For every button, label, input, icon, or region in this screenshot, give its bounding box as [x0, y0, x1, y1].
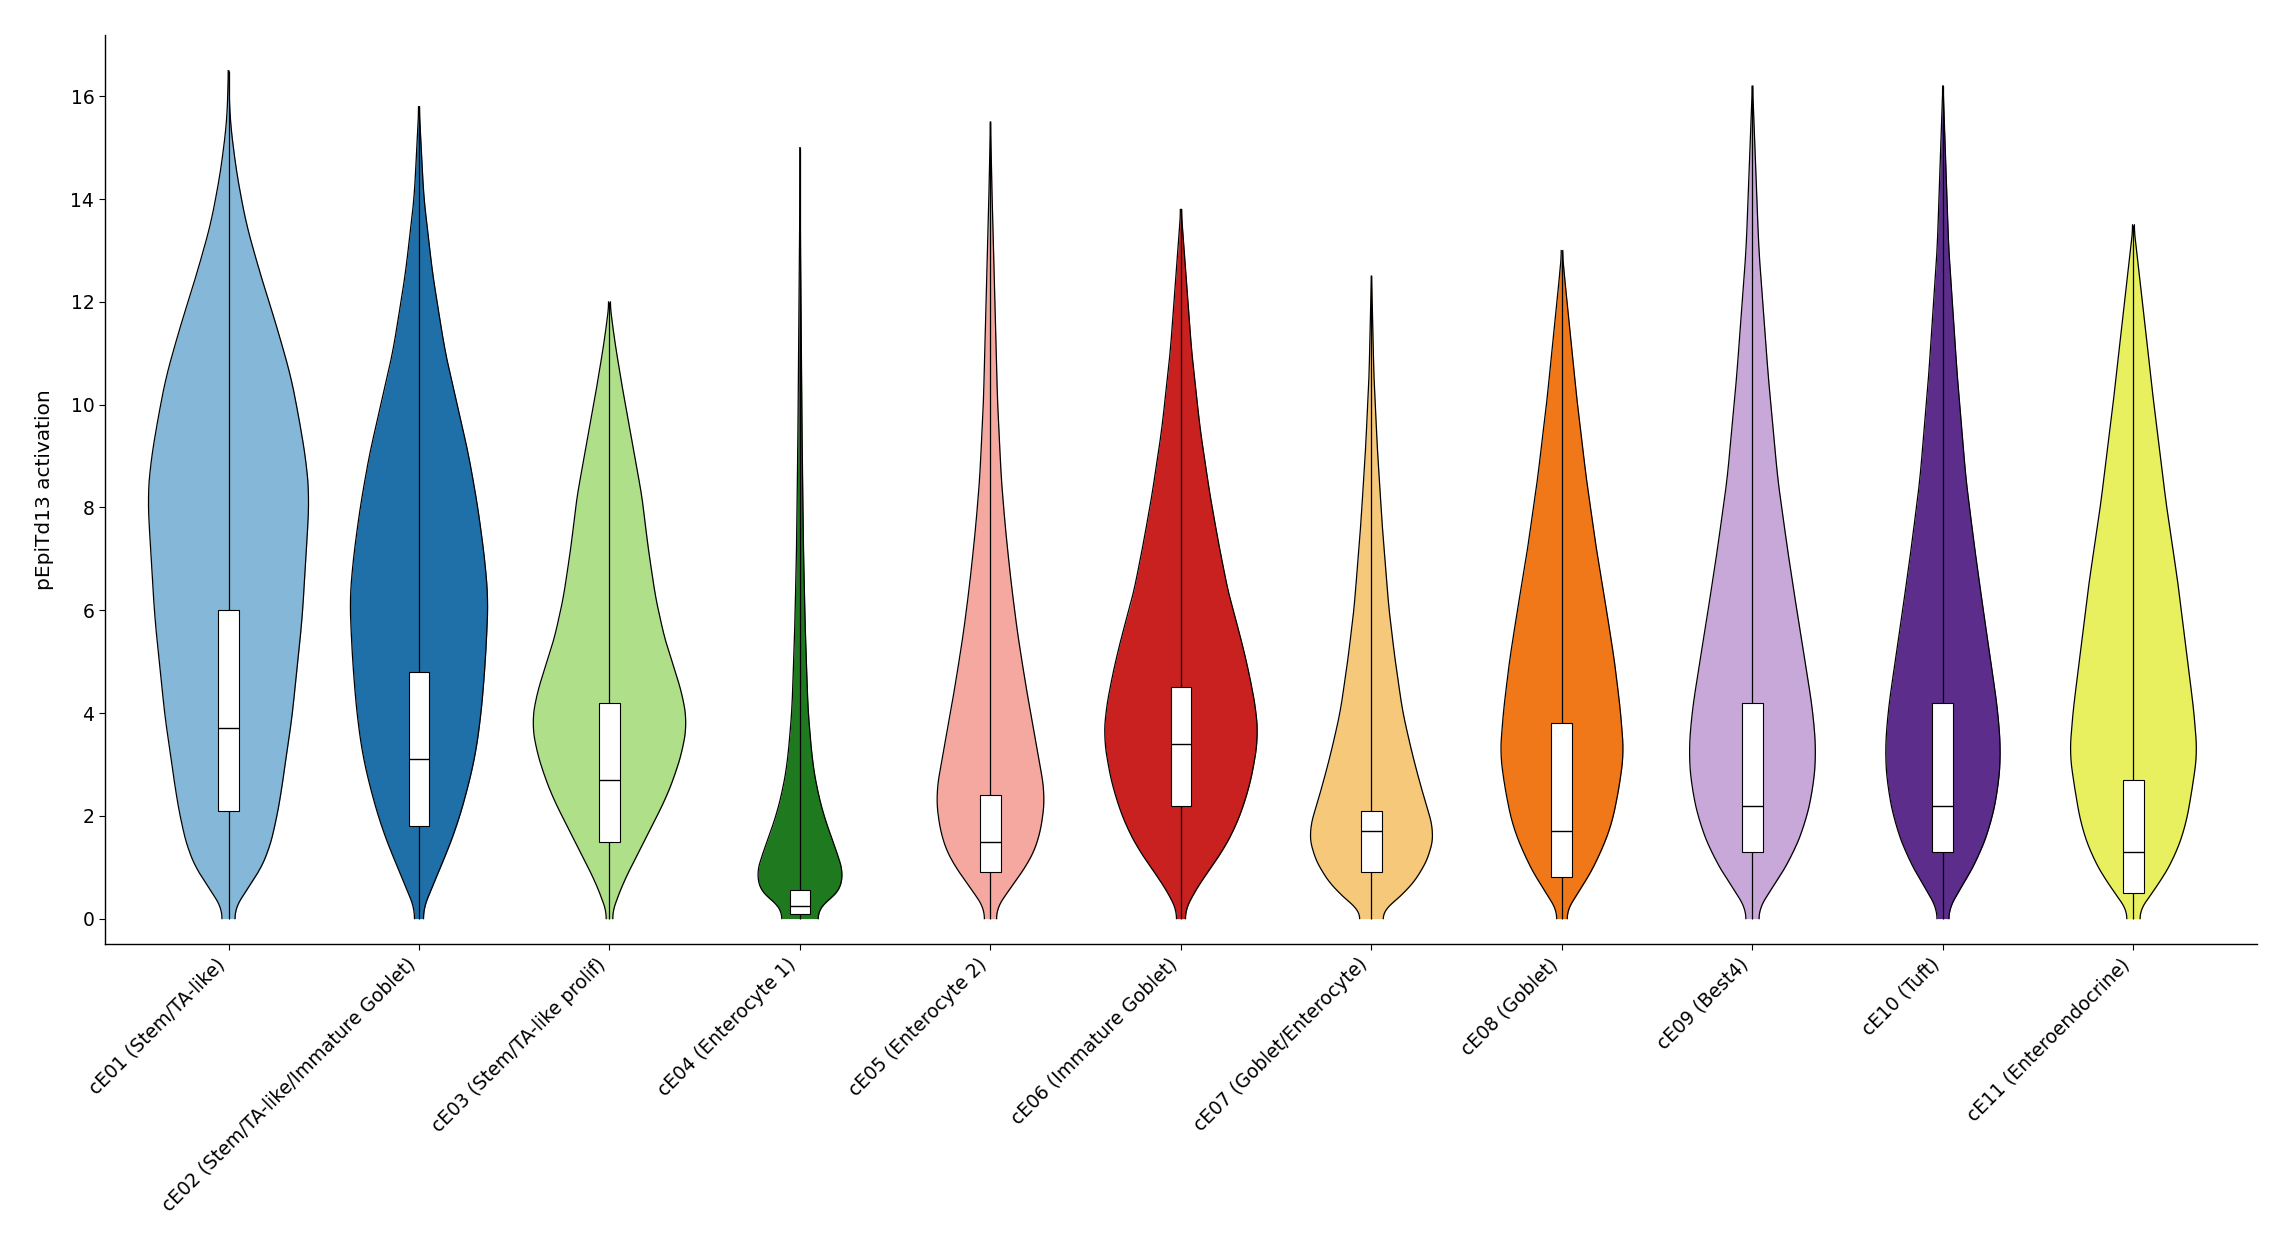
- Bar: [1361, 811, 1382, 872]
- Y-axis label: pEpiTd13 activation: pEpiTd13 activation: [34, 389, 53, 590]
- Bar: [2122, 780, 2143, 892]
- Bar: [598, 703, 619, 841]
- Bar: [218, 610, 238, 811]
- Bar: [981, 795, 1002, 872]
- Bar: [1171, 688, 1192, 805]
- Bar: [408, 672, 429, 826]
- Bar: [788, 890, 811, 915]
- Bar: [1552, 724, 1572, 878]
- Bar: [1742, 703, 1763, 851]
- Bar: [1932, 703, 1953, 851]
